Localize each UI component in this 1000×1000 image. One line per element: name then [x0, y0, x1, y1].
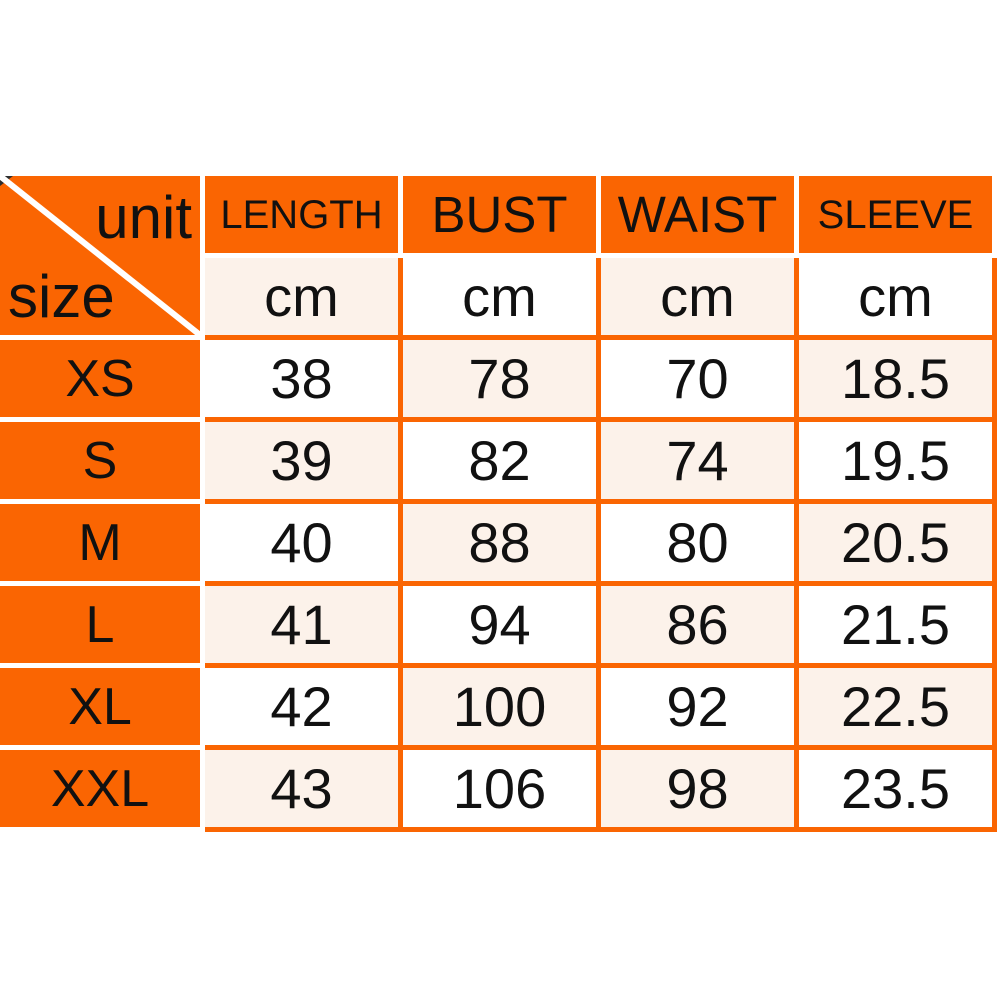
cell-s-length: 39 [205, 422, 398, 499]
cell-xs-waist: 70 [601, 340, 794, 417]
cell-xl-bust: 100 [403, 668, 596, 745]
cell-xs-length: 38 [205, 340, 398, 417]
corner-size-label: size [8, 263, 115, 330]
cell-l-waist: 86 [601, 586, 794, 663]
cell-xs-bust: 78 [403, 340, 596, 417]
cell-xxl-sleeve: 23.5 [799, 750, 992, 827]
size-label-xs: XS [0, 340, 200, 417]
cell-s-sleeve: 19.5 [799, 422, 992, 499]
size-label-l: L [0, 586, 200, 663]
size-chart-table: unit size LENGTH BUST WAIST SLEEVE cm cm… [0, 176, 997, 832]
cell-m-waist: 80 [601, 504, 794, 581]
cell-xs-sleeve: 18.5 [799, 340, 992, 417]
unit-cell-bust: cm [403, 258, 596, 335]
diagonal-divider [0, 176, 200, 335]
cell-l-bust: 94 [403, 586, 596, 663]
corner-cell: unit size [0, 176, 200, 335]
unit-cell-sleeve: cm [799, 258, 992, 335]
cell-xl-sleeve: 22.5 [799, 668, 992, 745]
header-length: LENGTH [205, 176, 398, 253]
cell-xxl-bust: 106 [403, 750, 596, 827]
cell-s-bust: 82 [403, 422, 596, 499]
unit-cell-waist: cm [601, 258, 794, 335]
header-waist: WAIST [601, 176, 794, 253]
size-label-m: M [0, 504, 200, 581]
size-chart-grid: unit size LENGTH BUST WAIST SLEEVE cm cm… [0, 176, 992, 827]
cell-m-bust: 88 [403, 504, 596, 581]
size-label-s: S [0, 422, 200, 499]
cell-xxl-length: 43 [205, 750, 398, 827]
size-label-xxl: XXL [0, 750, 200, 827]
size-label-xl: XL [0, 668, 200, 745]
unit-cell-length: cm [205, 258, 398, 335]
cell-xl-waist: 92 [601, 668, 794, 745]
cell-xl-length: 42 [205, 668, 398, 745]
cell-xxl-waist: 98 [601, 750, 794, 827]
corner-unit-label: unit [95, 184, 192, 251]
header-bust: BUST [403, 176, 596, 253]
cell-l-length: 41 [205, 586, 398, 663]
cell-m-sleeve: 20.5 [799, 504, 992, 581]
diagonal-line [0, 176, 200, 335]
cell-s-waist: 74 [601, 422, 794, 499]
cell-l-sleeve: 21.5 [799, 586, 992, 663]
header-sleeve: SLEEVE [799, 176, 992, 253]
cell-m-length: 40 [205, 504, 398, 581]
